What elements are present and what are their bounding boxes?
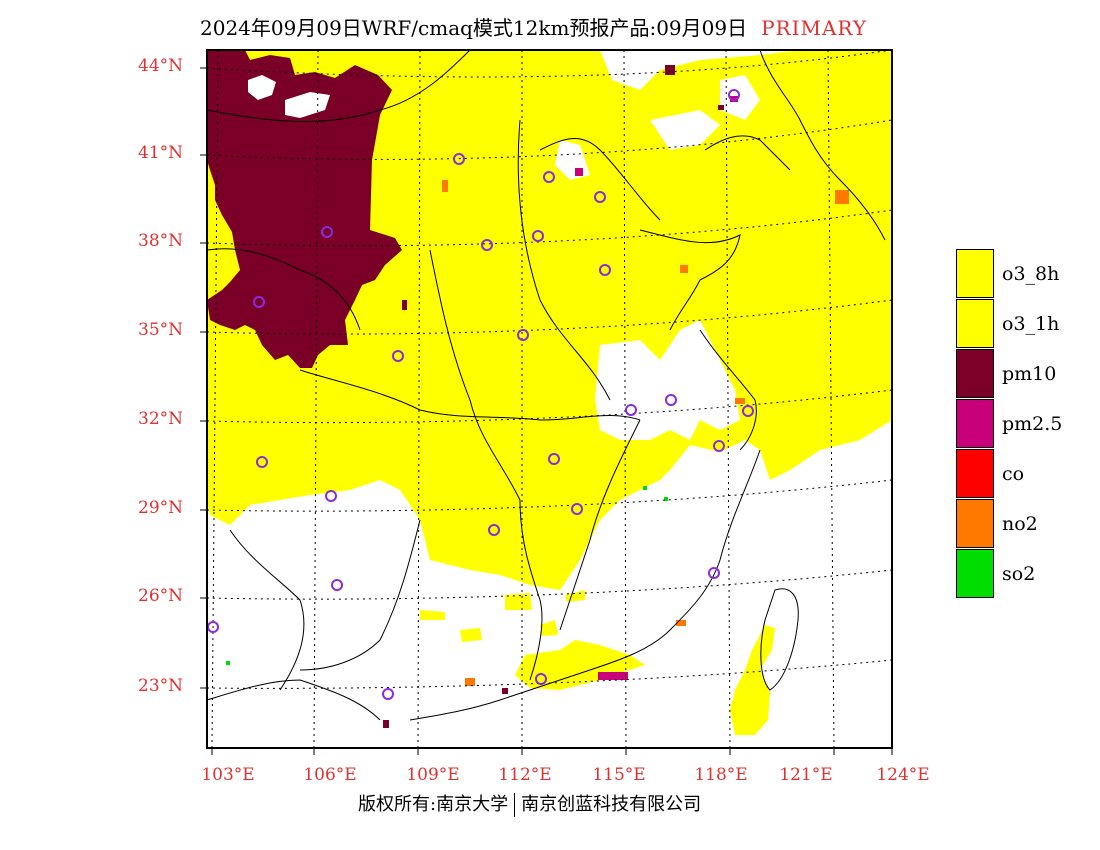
lat-label-35: 35°N (138, 320, 184, 340)
footer-divider (514, 793, 516, 817)
lat-label-32: 32°N (138, 409, 184, 429)
lat-label-23: 23°N (138, 676, 184, 696)
lon-label-118: 118°E (694, 765, 748, 785)
lon-label-124: 124°E (876, 765, 930, 785)
lat-label-29: 29°N (138, 498, 184, 518)
legend-swatch-pm10 (956, 349, 994, 398)
lon-label-103: 103°E (201, 765, 255, 785)
legend-swatch-co (956, 449, 994, 498)
legend-swatch-o3-8h (956, 249, 994, 298)
map-title: 2024年09月09日WRF/cmaq模式12km预报产品:09月09日 PRIM… (200, 12, 867, 40)
lat-label-41: 41°N (138, 143, 184, 163)
copyright-footer: 版权所有:南京大学 南京创蓝科技有限公司 (358, 790, 701, 817)
company-text: 南京创蓝科技有限公司 (521, 794, 702, 815)
lat-label-26: 26°N (138, 586, 184, 606)
legend-label-o3-8h: o3_8h (1002, 263, 1060, 285)
legend-swatch-o3-1h (956, 299, 994, 348)
legend-label-pm10: pm10 (1002, 363, 1057, 385)
legend-swatch-so2 (956, 549, 994, 598)
legend-label-no2: no2 (1002, 513, 1038, 535)
lon-label-121: 121°E (779, 765, 833, 785)
lon-label-106: 106°E (303, 765, 357, 785)
o3-region-north (207, 50, 892, 590)
map-frame (206, 49, 893, 749)
legend-label-pm25: pm2.5 (1002, 413, 1063, 435)
o3-region-taiwan (730, 625, 775, 735)
o3-region-south (420, 590, 645, 690)
legend-swatch-no2 (956, 499, 994, 548)
lat-label-44: 44°N (138, 56, 184, 76)
legend-label-so2: so2 (1002, 563, 1036, 585)
pm10-region (207, 50, 402, 368)
legend-swatch-pm25 (956, 399, 994, 448)
legend-label-co: co (1002, 463, 1025, 485)
lon-label-112: 112°E (498, 765, 552, 785)
lon-label-115: 115°E (592, 765, 646, 785)
title-text: 2024年09月09日WRF/cmaq模式12km预报产品:09月09日 (200, 16, 748, 40)
lon-label-109: 109°E (406, 765, 460, 785)
copyright-text: 版权所有:南京大学 (358, 794, 509, 815)
legend-label-o3-1h: o3_1h (1002, 313, 1060, 335)
title-tag: PRIMARY (761, 16, 868, 40)
lat-label-38: 38°N (138, 231, 184, 251)
